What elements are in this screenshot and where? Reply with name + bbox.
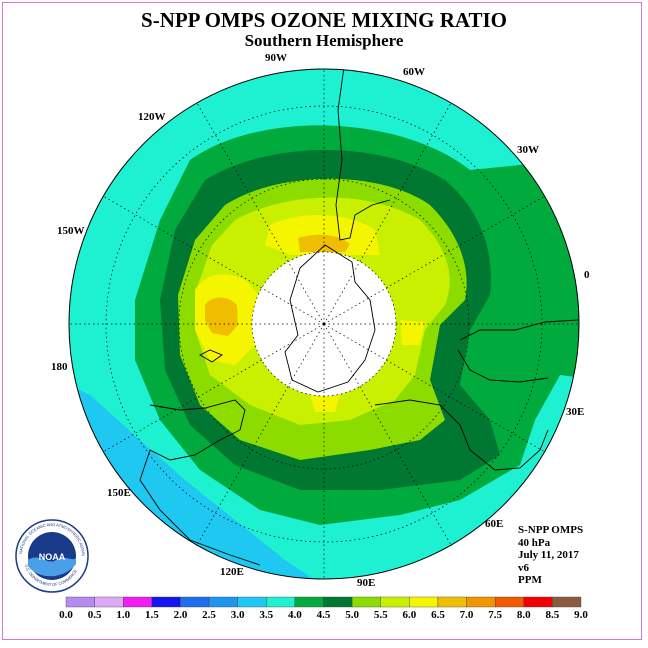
band-6-5-7-0-west bbox=[205, 297, 238, 336]
info-version: v6 bbox=[518, 561, 529, 574]
lon-label-150w: 150W bbox=[57, 225, 85, 237]
noaa-logo: NOAA NATIONAL OCEANIC AND ATMOSPHERIC AD… bbox=[14, 518, 89, 593]
coastlines bbox=[139, 69, 579, 566]
graticule bbox=[69, 69, 579, 579]
info-pressure-level: 40 hPa bbox=[518, 536, 551, 549]
lon-label-0: 0 bbox=[584, 269, 590, 281]
page-title: S-NPP OMPS OZONE MIXING RATIO bbox=[141, 8, 507, 32]
longitude-labels: 90W 60W 120W 30W 150W 0 180 30E 150E 60E… bbox=[51, 52, 590, 589]
lon-label-30e: 30E bbox=[566, 406, 584, 418]
africa-coast-south bbox=[457, 349, 549, 383]
info-instrument: S-NPP OMPS bbox=[518, 524, 584, 536]
lon-label-90e: 90E bbox=[357, 577, 375, 589]
lon-label-60w: 60W bbox=[403, 66, 425, 78]
band-6-5-7-0-north bbox=[298, 234, 350, 252]
plot-frame bbox=[2, 2, 642, 640]
lon-label-180: 180 bbox=[51, 361, 68, 373]
page-subtitle: Southern Hemisphere bbox=[244, 31, 404, 50]
lon-label-120w: 120W bbox=[138, 111, 166, 123]
lon-label-30w: 30W bbox=[517, 144, 539, 156]
australia-east-coast bbox=[139, 449, 261, 566]
australia-south-coast bbox=[149, 399, 246, 461]
band-6-0-6-5-south bbox=[310, 395, 340, 412]
africa-coast-north bbox=[459, 319, 579, 341]
band-6-0-6-5-east bbox=[400, 320, 425, 345]
info-block: S-NPP OMPS 40 hPa July 11, 2017 v6 PPM bbox=[518, 524, 583, 587]
map-border bbox=[68, 68, 580, 580]
lon-label-150e: 150E bbox=[107, 487, 131, 499]
info-date: July 11, 2017 bbox=[518, 549, 579, 561]
lon-label-90w: 90W bbox=[265, 52, 287, 64]
indian-ocean-coast bbox=[374, 399, 549, 471]
info-units: PPM bbox=[518, 574, 542, 586]
south-america-coast bbox=[335, 69, 391, 241]
ozone-field bbox=[69, 69, 579, 579]
lon-label-60e: 60E bbox=[485, 518, 503, 530]
south-pole-marker bbox=[322, 322, 326, 326]
antarctica-coast bbox=[284, 244, 376, 393]
lon-label-120e: 120E bbox=[220, 566, 244, 578]
noaa-logo-text: NOAA bbox=[39, 552, 66, 562]
new-zealand-coast bbox=[199, 349, 223, 363]
